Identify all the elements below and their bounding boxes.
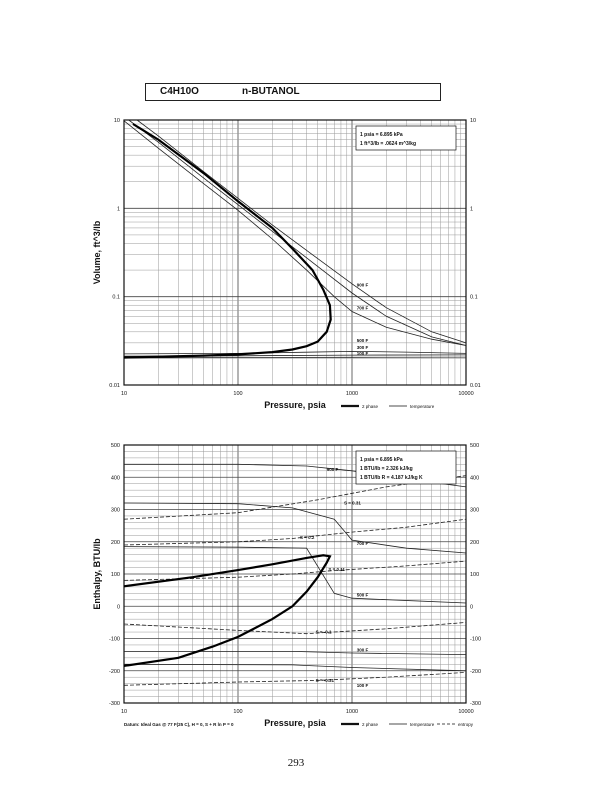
chart2-y-tick-label-right: 400: [470, 475, 479, 481]
chart2-isotherm-label: 500 F: [357, 593, 369, 598]
chart2-y-tick-label-right: -200: [470, 669, 481, 675]
chart1-isotherm-label: 900 F: [357, 283, 369, 288]
chart1-isotherm-line: [136, 119, 467, 344]
chart1-x-tick-label: 10: [121, 391, 127, 397]
chart1-x-tick-label: 10000: [458, 391, 473, 397]
chart2-y-tick-label-right: 200: [470, 540, 479, 546]
chart1-conversion-note-box: [355, 125, 457, 151]
chart2-y-tick-label-left: 0: [117, 604, 120, 610]
chart2-plot-frame: [123, 444, 467, 704]
chart2-entropy-line: [123, 560, 467, 581]
chart2-isotherm-label: 700 F: [357, 541, 369, 546]
chart2-y-tick-label-left: 200: [111, 540, 120, 546]
chart2-conversion-note-line: 1 BTU/lb = 2.326 kJ/kg: [360, 466, 413, 472]
chart2-x-axis-label: Pressure, psia: [264, 718, 327, 728]
chart1-isotherm-label: 700 F: [357, 305, 369, 310]
chart2-y-tick-label-right: 100: [470, 572, 479, 578]
chart2-y-tick-label-right: 300: [470, 508, 479, 514]
chart1-y-tick-label-left: 1: [117, 206, 120, 212]
chart2-isotherm-label: 900 F: [327, 467, 339, 472]
chart2-y-tick-label-left: -100: [109, 637, 120, 643]
chart2-isotherm-line: [123, 502, 467, 554]
chart2-isotherm-line: [123, 546, 467, 604]
chart2-isotherm-line: [123, 663, 467, 672]
chart2-x-tick-label: 10: [121, 709, 127, 715]
chart2-x-tick-label: 1000: [346, 709, 358, 715]
chart2-y-tick-label-left: -200: [109, 669, 120, 675]
chart2-entropy-line: [123, 518, 467, 546]
chart2-entropy-label: S = -0.31: [316, 678, 335, 683]
chart1-y-tick-label-right: 10: [470, 118, 476, 124]
chart2-entropy-label: S = -0.1: [316, 630, 332, 635]
chart2-saturation-curve: [123, 554, 332, 667]
chart2-y-tick-label-right: 0: [470, 604, 473, 610]
chemical-formula: C4H10O: [160, 86, 199, 97]
chart2-datum-note: Datum: Ideal Gas @ 77 F(25 C), H = 0, S …: [124, 722, 234, 727]
chart2-entropy-line: [123, 622, 467, 635]
chart2-legend-label: 2 phase: [362, 722, 379, 727]
chart1-plot-frame: [123, 119, 467, 386]
chart2-conversion-note-box: [355, 450, 457, 485]
chart1-y-tick-label-left: 10: [114, 118, 120, 124]
chart2-entropy-line: [123, 672, 467, 686]
page-number: 293: [287, 757, 305, 769]
chart1-isotherm-label: 100 F: [357, 351, 369, 356]
chart1-saturation-curve: [123, 123, 332, 359]
chart1-legend-label: 2 phase: [362, 404, 379, 409]
chart1-legend-label: temperature: [410, 404, 435, 409]
chart2-y-tick-label-right: -300: [470, 701, 481, 707]
chart1-y-tick-label-left: 0.01: [109, 383, 120, 389]
chart1-x-tick-label: 100: [233, 391, 242, 397]
chart2-legend-label: temperature: [410, 722, 435, 727]
chart2-conversion-note-line: 1 psia = 6.895 kPa: [360, 457, 403, 463]
chart2-y-axis-label: Enthalpy, BTU/lb: [92, 538, 102, 610]
chart2-y-tick-label-right: -100: [470, 637, 481, 643]
chart2-y-tick-label-left: 400: [111, 475, 120, 481]
compound-name: n-BUTANOL: [242, 86, 300, 97]
chart1-y-tick-label-left: 0.1: [112, 295, 120, 301]
chart1-isotherm-label: 300 F: [357, 345, 369, 350]
chart1-isotherm-line: [123, 120, 467, 346]
chart2-legend-label: entropy: [458, 722, 474, 727]
chart2-y-tick-label-left: 100: [111, 572, 120, 578]
chart1-conversion-note-line: 1 psia = 6.895 kPa: [360, 132, 403, 138]
chart2-x-tick-label: 10000: [458, 709, 473, 715]
chart1-y-tick-label-right: 0.1: [470, 295, 478, 301]
chart-title-box: C4H10O n-BUTANOL: [145, 83, 441, 101]
chart2-conversion-note-line: 1 BTU/lb R = 4.187 kJ/kg K: [360, 475, 423, 481]
chart2-x-tick-label: 100: [233, 709, 242, 715]
chart1-y-tick-label-right: 0.01: [470, 383, 481, 389]
chart2-entropy-label: S = 0.31: [344, 501, 361, 506]
chart2-y-tick-label-left: -300: [109, 701, 120, 707]
enthalpy-pressure-chart: 900 F 700 F 500 F 300 F 100 F S = 0.31 S = 0.2…: [92, 443, 481, 728]
chart2-y-tick-label-left: 500: [111, 443, 120, 449]
chart2-y-tick-label-left: 300: [111, 508, 120, 514]
chart1-x-tick-label: 1000: [346, 391, 358, 397]
chart1-isotherm-label: 500 F: [357, 338, 369, 343]
chart2-isotherm-label: 300 F: [357, 647, 369, 652]
chart2-entropy-label: S = 0.2: [300, 535, 315, 540]
chart2-isotherm-label: 100 F: [357, 683, 369, 688]
chart2-y-tick-label-right: 500: [470, 443, 479, 449]
chart1-x-axis-label: Pressure, psia: [264, 400, 327, 410]
chart1-isotherm-line: [123, 350, 467, 355]
chart1-isotherm-line: [123, 356, 467, 359]
chart2-entropy-label: S = 0.11: [328, 567, 345, 572]
chart1-conversion-note-line: 1 ft^3/lb = .0624 m^3/kg: [360, 141, 416, 147]
chart2-isotherm-line: [124, 651, 467, 655]
chart1-isotherm-line: [128, 119, 467, 346]
chart1-y-axis-label: Volume, ft^3/lb: [92, 220, 102, 284]
chart1-y-tick-label-right: 1: [470, 206, 473, 212]
